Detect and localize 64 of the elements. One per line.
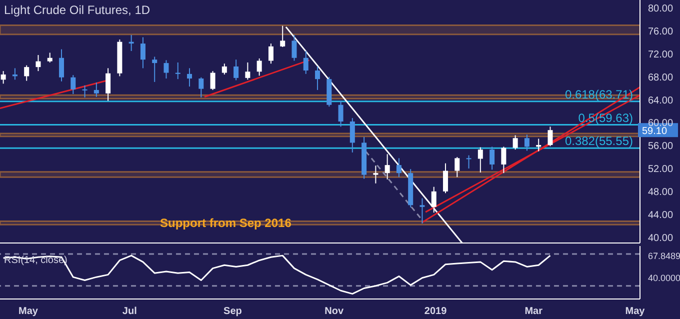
candlestick: [268, 43, 274, 64]
candlestick: [501, 146, 506, 174]
candlestick: [36, 54, 41, 72]
candlestick: [454, 156, 460, 178]
candlestick: [490, 146, 495, 170]
ref-line-label: 0.382(55.55): [564, 134, 633, 148]
candlestick: [303, 50, 308, 74]
candlestick: [0, 70, 6, 84]
y-tick-label: 40.00: [648, 232, 674, 244]
candlestick: [24, 64, 30, 82]
y-tick-label: 68.00: [648, 72, 674, 84]
y-tick-label: 44.00: [648, 210, 674, 221]
candlestick: [198, 76, 204, 98]
candlestick: [59, 48, 64, 82]
candlestick: [245, 62, 250, 80]
candlestick: [373, 165, 378, 184]
candlestick: [82, 84, 88, 98]
x-tick-label: Sep: [224, 306, 242, 318]
candlestick: [443, 162, 448, 194]
candlestick: [256, 58, 262, 76]
candlestick: [47, 52, 52, 63]
text: 59.10: [642, 126, 668, 138]
candlestick: [315, 66, 320, 90]
candlestick: [384, 154, 390, 180]
candlestick: [280, 25, 286, 48]
y-tick-label: 48.00: [648, 186, 674, 198]
candlestick: [94, 82, 99, 98]
candlestick: [396, 158, 402, 178]
y-tick-label: 64.00: [648, 95, 674, 106]
candlestick: [466, 154, 472, 169]
candlestick: [478, 146, 483, 174]
chart-title: Light Crude Oil Futures, 1D: [4, 3, 150, 17]
candlestick: [222, 63, 227, 76]
x-tick-label: Mar: [524, 306, 543, 318]
x-tick-label: May: [625, 306, 646, 318]
candlestick: [512, 134, 518, 150]
candlestick: [292, 34, 297, 62]
y-tick-label: 52.00: [648, 164, 674, 176]
x-tick-label: May: [18, 306, 38, 318]
candlestick: [338, 100, 344, 128]
x-tick-label: Nov: [324, 306, 344, 318]
y-tick-label: 40.0000: [648, 273, 680, 284]
candlestick: [70, 74, 76, 94]
y-tick-label: 56.00: [648, 141, 674, 152]
candlestick: [152, 56, 158, 82]
line-series: [2, 254, 551, 295]
candlestick: [431, 186, 436, 214]
y-tick-label: 76.00: [648, 26, 674, 38]
candlestick: [548, 126, 553, 147]
y-tick-label: 80.00: [648, 4, 674, 15]
candlestick: [140, 36, 146, 69]
candlestick: [106, 68, 111, 102]
candlestick: [350, 118, 355, 153]
candlestick: [234, 59, 239, 81]
y-tick-label: 72.00: [648, 49, 674, 60]
y-tick-label: 67.8489: [648, 250, 680, 261]
x-tick-label: 2019: [424, 306, 448, 318]
candlestick: [420, 198, 425, 224]
x-tick-label: Jul: [122, 306, 138, 318]
candlestick: [524, 134, 530, 152]
candlestick: [210, 70, 216, 90]
candlestick: [164, 60, 169, 80]
band-label: Support from Sep 2016: [160, 216, 292, 230]
candlestick: [187, 68, 192, 88]
